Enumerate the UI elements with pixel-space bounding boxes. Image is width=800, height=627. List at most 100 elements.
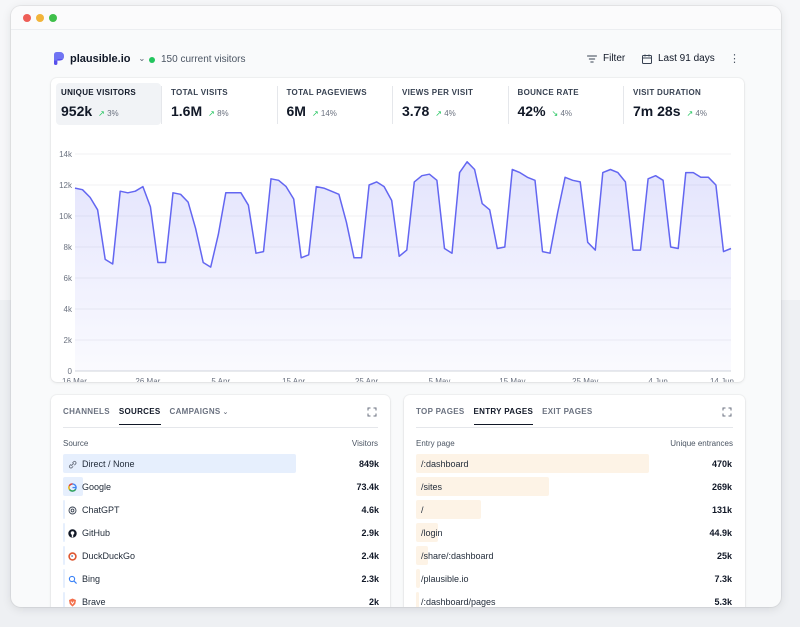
list-item[interactable]: /plausible.io 7.3k xyxy=(416,567,732,590)
row-label: /:dashboard xyxy=(421,459,469,469)
x-tick-label: 15 May xyxy=(499,377,525,382)
filter-icon xyxy=(587,55,597,62)
row-label-group: /plausible.io xyxy=(421,574,469,584)
tab-label: EXIT PAGES xyxy=(542,407,593,416)
row-bar xyxy=(416,523,439,542)
expand-icon[interactable] xyxy=(722,407,732,417)
row-value: 849k xyxy=(358,459,379,469)
metric-row: 1.6M ↗ 8% xyxy=(171,103,277,119)
tab-channels[interactable]: CHANNELS xyxy=(63,407,110,425)
list-item[interactable]: ChatGPT 4.6k xyxy=(63,498,379,521)
link-icon xyxy=(68,460,77,469)
row-bar xyxy=(416,569,420,588)
metric-change: ↗ 4% xyxy=(686,109,707,118)
current-visitors-label: 150 current visitors xyxy=(161,54,246,65)
sources-tabs: CHANNELS SOURCES CAMPAIGNS ⌄ xyxy=(63,407,229,425)
row-bar xyxy=(63,546,65,565)
metric-label: VIEWS PER VISIT xyxy=(402,88,474,97)
tab-label: CHANNELS xyxy=(63,407,110,416)
metric-total-pageviews[interactable]: TOTAL PAGEVIEWS 6M ↗ 14% xyxy=(276,78,393,132)
google-icon xyxy=(68,482,77,492)
visitors-column-header[interactable]: Visitors xyxy=(351,439,378,448)
metric-visit-duration[interactable]: VISIT DURATION 7m 28s ↗ 4% xyxy=(623,78,739,132)
tab-top-pages[interactable]: TOP PAGES xyxy=(416,407,465,425)
list-item[interactable]: /:dashboard/pages 5.3k xyxy=(416,590,732,607)
row-label: /plausible.io xyxy=(421,574,469,584)
source-column-header: Source xyxy=(63,439,89,448)
row-value: 5.3k xyxy=(714,597,732,607)
tab-campaigns[interactable]: CAMPAIGNS ⌄ xyxy=(170,407,229,425)
site-name: plausible.io xyxy=(70,52,131,65)
metric-bounce-rate[interactable]: BOUNCE RATE 42% ↘ 4% xyxy=(507,78,624,132)
site-switcher[interactable]: plausible.io ⌄ xyxy=(54,52,145,65)
unique-entrances-column-header[interactable]: Unique entrances xyxy=(670,439,733,448)
list-item[interactable]: Google 73.4k xyxy=(63,475,379,498)
current-visitors[interactable]: 150 current visitors xyxy=(149,54,245,65)
metric-change-value: 8% xyxy=(217,109,229,118)
row-bar xyxy=(416,477,550,496)
maximize-window-button[interactable] xyxy=(49,14,57,22)
metric-change-value: 4% xyxy=(695,109,707,118)
sources-list: Direct / None 849k Google 73.4k ChatGPT 4.6k G… xyxy=(63,452,379,607)
y-tick-label: 2k xyxy=(64,336,73,345)
filter-button[interactable]: Filter xyxy=(587,53,625,64)
tab-sources[interactable]: SOURCES xyxy=(118,407,161,425)
pages-panel: TOP PAGES ENTRY PAGES EXIT PAGES Entry pag… xyxy=(404,395,745,607)
vertical-dots-icon[interactable]: ⋮ xyxy=(729,53,740,65)
period-picker[interactable]: Last 91 days xyxy=(642,53,715,64)
row-label: /login xyxy=(421,528,443,538)
row-bar xyxy=(416,500,481,519)
tab-label: CAMPAIGNS xyxy=(169,407,221,416)
list-item[interactable]: Bing 2.3k xyxy=(63,567,379,590)
tab-exit-pages[interactable]: EXIT PAGES xyxy=(542,407,592,425)
row-label: /sites xyxy=(421,482,443,492)
row-bar xyxy=(63,592,65,607)
row-bar xyxy=(416,592,419,607)
tab-entry-pages[interactable]: ENTRY PAGES xyxy=(473,407,534,425)
metric-change: ↗ 3% xyxy=(98,109,119,118)
metric-label: UNIQUE VISITORS xyxy=(61,88,137,97)
metric-total-visits[interactable]: TOTAL VISITS 1.6M ↗ 8% xyxy=(161,78,277,132)
y-tick-label: 12k xyxy=(59,181,73,190)
y-tick-label: 14k xyxy=(59,150,73,159)
row-value: 7.3k xyxy=(714,574,732,584)
list-item[interactable]: GitHub 2.9k xyxy=(63,521,379,544)
filter-label: Filter xyxy=(603,53,626,64)
metric-unique-visitors[interactable]: UNIQUE VISITORS 952k ↗ 3% xyxy=(56,83,161,125)
row-label-group: / xyxy=(421,505,424,515)
list-item[interactable]: /sites 269k xyxy=(416,475,732,498)
close-window-button[interactable] xyxy=(23,14,31,22)
metric-value: 7m 28s xyxy=(633,103,681,119)
row-bar xyxy=(63,500,65,519)
metric-change: ↘ 4% xyxy=(552,109,573,118)
row-value: 2.3k xyxy=(361,574,379,584)
expand-icon[interactable] xyxy=(367,407,377,417)
metric-label: BOUNCE RATE xyxy=(517,88,579,97)
chatgpt-icon xyxy=(68,506,77,514)
metric-value: 42% xyxy=(517,103,546,119)
visitors-area-chart[interactable]: 0 2k 4k 6k 8k 10k 12k 14k 16 Mar 26 Mar 5 Apr 15 Ap… xyxy=(51,138,744,382)
chevron-down-icon: ⌄ xyxy=(222,409,229,416)
chevron-down-icon: ⌄ xyxy=(138,54,146,63)
tab-label: SOURCES xyxy=(118,407,161,416)
row-label-group: /:dashboard xyxy=(421,459,469,469)
metric-label: TOTAL VISITS xyxy=(171,88,228,97)
list-item[interactable]: /:dashboard 470k xyxy=(416,452,732,475)
list-item[interactable]: /login 44.9k xyxy=(416,521,732,544)
arrow-up-right-icon: ↗ xyxy=(208,109,218,118)
list-item[interactable]: DuckDuckGo 2.4k xyxy=(63,544,379,567)
area-fill xyxy=(75,161,731,371)
tabs-divider xyxy=(63,427,378,428)
main-graph-card: UNIQUE VISITORS 952k ↗ 3% TOTAL VISITS 1.6M ↗… xyxy=(51,78,744,382)
metric-views-per-visit[interactable]: VIEWS PER VISIT 3.78 ↗ 4% xyxy=(392,78,508,132)
list-item[interactable]: / 131k xyxy=(416,498,732,521)
metric-change-value: 4% xyxy=(444,109,456,118)
list-item[interactable]: Direct / None 849k xyxy=(63,452,379,475)
x-tick-label: 14 Jun xyxy=(710,377,734,382)
row-bar xyxy=(63,523,65,542)
list-item[interactable]: Brave 2k xyxy=(63,590,379,607)
row-label: /share/:dashboard xyxy=(421,551,494,561)
x-tick-label: 4 Jun xyxy=(648,377,668,382)
list-item[interactable]: /share/:dashboard 25k xyxy=(416,544,732,567)
minimize-window-button[interactable] xyxy=(36,14,44,22)
